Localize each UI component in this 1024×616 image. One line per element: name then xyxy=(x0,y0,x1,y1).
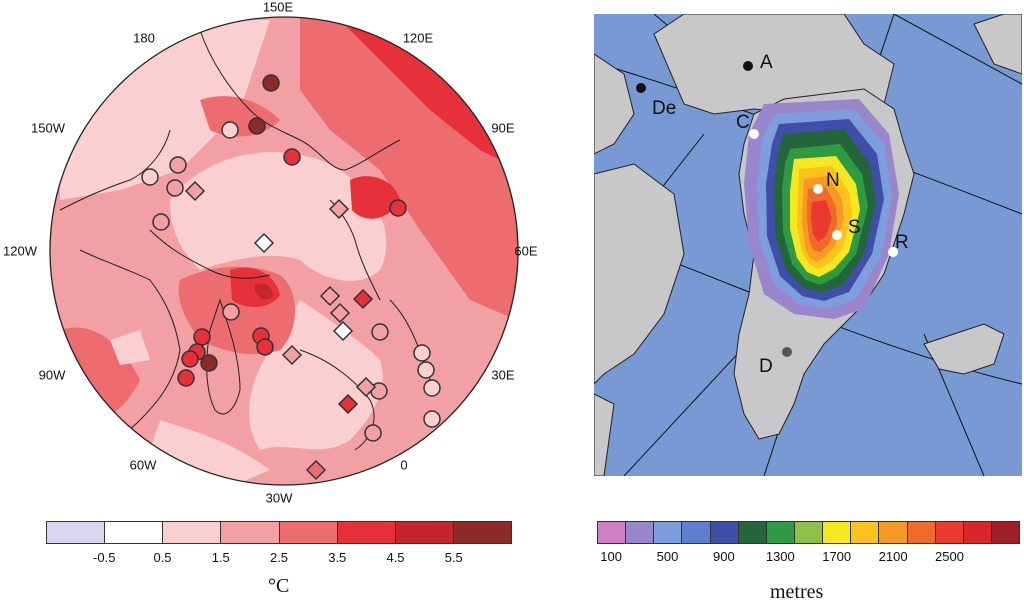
temperature-colorbar-swatch xyxy=(394,522,453,543)
station-markers xyxy=(141,74,441,481)
temperature-colorbar-swatch xyxy=(336,522,395,543)
elevation-colorbar-swatch xyxy=(625,522,654,543)
elevation-colorbar-swatch xyxy=(709,522,738,543)
elevation-colorbar-tick-label: 2500 xyxy=(935,549,964,564)
elevation-unit: metres xyxy=(770,581,824,603)
site-label-c: C xyxy=(736,112,750,133)
lon-label-90w: 90W xyxy=(38,367,66,383)
lon-label-120e: 120E xyxy=(402,30,434,46)
temperature-colorbar-ticks: -0.5 0.5 1.5 2.5 3.5 4.5 5.5 xyxy=(46,550,512,568)
temperature-map-panel: 150E 120E 90E 60E 30E 0 30W 60W 90W 120W… xyxy=(3,0,538,597)
temperature-colorbar-tick-label: 2.5 xyxy=(269,550,289,565)
temperature-colorbar-swatch xyxy=(47,522,105,543)
elevation-colorbar-tick-label: 500 xyxy=(656,549,679,564)
temperature-colorbar-tick-label: 1.5 xyxy=(211,550,230,565)
lon-label-60w: 60W xyxy=(129,457,157,473)
lon-label-150e: 150E xyxy=(262,0,294,15)
elevation-colorbar-tick-label: 900 xyxy=(713,549,735,564)
elevation-colorbar-swatch xyxy=(962,522,991,543)
site-label-n: N xyxy=(826,170,840,191)
temperature-colorbar-swatch xyxy=(220,522,279,543)
temperature-field xyxy=(50,17,518,485)
temperature-colorbar-swatch xyxy=(278,522,337,543)
elevation-colorbar-tick-label: 2100 xyxy=(878,549,908,564)
elevation-colorbar xyxy=(597,521,1020,544)
elevation-colorbar-swatch xyxy=(681,522,710,543)
elevation-colorbar-swatch xyxy=(598,522,626,543)
elevation-colorbar-swatch xyxy=(934,522,963,543)
lon-label-180: 180 xyxy=(133,30,155,46)
lon-label-150w: 150W xyxy=(31,120,65,136)
elevation-colorbar-swatch xyxy=(850,522,879,543)
elevation-map-panel: A De C N S R D 100 500 900 1300 1700 2100 2500… xyxy=(594,14,1024,616)
temperature-colorbar-swatch xyxy=(104,522,163,543)
temperature-colorbar-swatch xyxy=(162,522,221,543)
elevation-colorbar-swatch xyxy=(653,522,682,543)
lon-label-0: 0 xyxy=(400,457,408,473)
temperature-colorbar xyxy=(46,521,512,544)
site-label-s: S xyxy=(848,217,861,238)
elevation-map xyxy=(594,14,1022,476)
temperature-colorbar-tick-label: 4.5 xyxy=(386,550,405,565)
elevation-colorbar-swatch xyxy=(793,522,823,543)
elevation-colorbar-ticks: 100 500 900 1300 1700 2100 2500 xyxy=(597,549,1020,567)
site-label-d: D xyxy=(759,356,773,377)
lon-label-30w: 30W xyxy=(265,490,293,506)
lon-label-30e: 30E xyxy=(491,367,515,383)
elevation-colorbar-swatch xyxy=(906,522,935,543)
temperature-colorbar-tick-label: 5.5 xyxy=(444,550,463,565)
temperature-map xyxy=(49,16,519,486)
elevation-colorbar-swatch xyxy=(878,522,907,543)
elevation-colorbar-swatch xyxy=(990,522,1020,543)
lon-label-90e: 90E xyxy=(491,120,515,136)
elevation-colorbar-tick-label: 1700 xyxy=(822,549,852,564)
elevation-colorbar-swatch xyxy=(737,522,766,543)
ice-sheet-elevation xyxy=(744,99,899,319)
ice-core-sites xyxy=(636,61,898,357)
elevation-colorbar-swatch xyxy=(765,522,794,543)
elevation-colorbar-tick-label: 1300 xyxy=(765,549,795,564)
site-label-a: A xyxy=(760,52,773,73)
temperature-unit: °C xyxy=(268,575,290,597)
lon-label-60e: 60E xyxy=(514,243,538,259)
temperature-colorbar-tick-label: -0.5 xyxy=(93,550,116,565)
temperature-colorbar-tick-label: 0.5 xyxy=(153,550,172,565)
elevation-colorbar-tick-label: 100 xyxy=(600,549,622,564)
lon-label-120w: 120W xyxy=(3,243,37,259)
temperature-colorbar-tick-label: 3.5 xyxy=(328,550,347,565)
site-label-de: De xyxy=(652,98,677,119)
elevation-colorbar-swatch xyxy=(822,522,851,543)
temperature-colorbar-swatch xyxy=(452,522,511,543)
site-label-r: R xyxy=(895,232,909,253)
